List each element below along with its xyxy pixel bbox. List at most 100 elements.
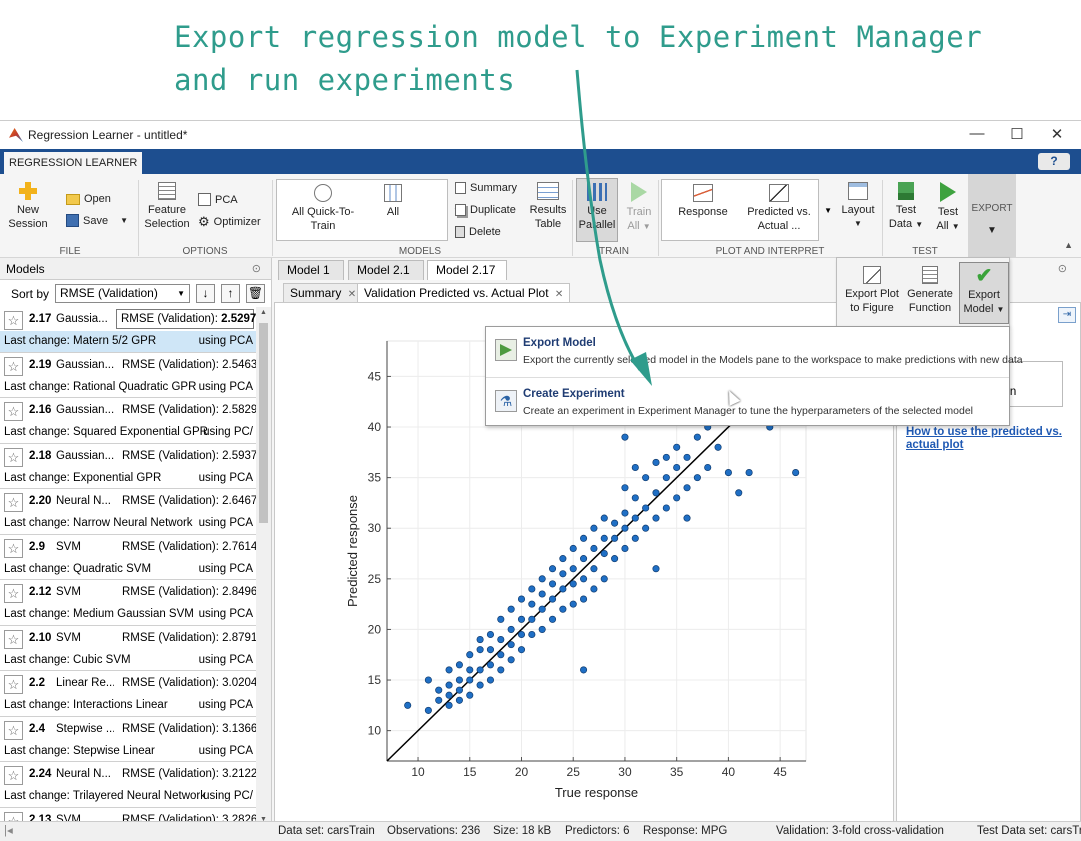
chevron-down-icon[interactable]: ▼ [120,216,128,225]
favorite-star-icon[interactable]: ☆ [4,402,23,421]
all-quick-to-train-button[interactable]: All Quick-To- Train [283,184,363,233]
sort-descending-button[interactable]: ↓ [196,284,216,303]
train-all-button[interactable]: Train All ▼ [622,182,656,234]
folder-icon [66,193,80,205]
model-metric: RMSE (Validation): 2.8496 [122,586,256,598]
open-button[interactable]: Open [66,193,111,205]
favorite-star-icon[interactable]: ☆ [4,675,23,694]
group-options: OPTIONS [182,246,228,257]
export-plot-button[interactable]: Export Plot to Figure [843,266,901,315]
summary-button[interactable]: Summary [455,182,517,194]
favorite-star-icon[interactable]: ☆ [4,356,23,376]
close-icon[interactable]: ✕ [1050,126,1064,143]
download-icon [898,182,914,200]
metric-label: RMSE (Validation): [122,631,219,644]
favorite-star-icon[interactable]: ☆ [4,584,23,603]
test-data-button[interactable]: Test Data ▼ [886,182,926,232]
pca-button[interactable]: PCA [198,193,238,206]
menu-item-create-experiment[interactable]: ⚗ Create Experiment Create an experiment… [486,377,1009,425]
tab-model-2-17[interactable]: Model 2.17 [427,260,507,280]
help-link[interactable]: How to use the predicted vs. actual plot [906,426,1062,451]
scrollbar-thumb[interactable] [259,323,268,523]
y-tick-label: 20 [368,622,382,636]
test-all-button[interactable]: Test All ▼ [928,182,968,234]
pane-options-icon[interactable]: ⊙ [1057,263,1067,275]
gallery-expand-icon[interactable]: ▼ [824,206,832,215]
tab-validation-plot[interactable]: Validation Predicted vs. Actual Plot ✕ [357,283,571,302]
favorite-star-icon[interactable]: ☆ [4,538,23,558]
results-table-button[interactable]: Results Table [528,182,568,231]
model-list-item[interactable]: ☆ 2.20 Neural N... RMSE (Validation): 2.… [0,489,256,535]
plot-gallery: Response Predicted vs. Actual ... ▼ [661,179,832,241]
favorite-star-icon[interactable]: ☆ [4,720,23,740]
export-model-label-2: Model [963,303,994,315]
export-model-button[interactable]: ✔ Export Model ▼ [959,262,1009,324]
metric-label: RMSE (Validation): [122,586,219,598]
delete-model-button[interactable]: 🗑 [246,284,266,303]
favorite-star-icon[interactable]: ☆ [4,766,23,785]
export-plot-label-2: to Figure [850,302,894,314]
data-point [486,630,495,639]
tab-summary[interactable]: Summary ✕ [283,283,364,302]
model-list-item[interactable]: ☆ 2.17 Gaussia... RMSE (Validation): 2.5… [0,307,256,353]
favorite-star-icon[interactable]: ☆ [4,311,23,330]
export-section[interactable]: EXPORT ▼ [968,174,1016,258]
favorite-star-icon[interactable]: ☆ [4,629,23,649]
model-last-change: Last change: Stepwise Linear using PCA [0,741,256,762]
close-tab-icon[interactable]: ✕ [554,289,564,300]
model-number: 2.10 [29,631,52,644]
response-plot-button[interactable]: Response [666,184,740,219]
delete-button[interactable]: Delete [455,226,501,238]
sort-ascending-button[interactable]: ↑ [221,284,241,303]
separator [658,180,659,256]
tab-model-2-1[interactable]: Model 2.1 [348,260,424,280]
tab-regression-learner[interactable]: REGRESSION LEARNER [4,152,143,174]
minimize-icon[interactable]: — [969,125,985,142]
x-tick-label: 40 [722,765,736,779]
model-list-item[interactable]: ☆ 2.18 Gaussian... RMSE (Validation): 2.… [0,444,256,489]
model-list-item[interactable]: ☆ 2.12 SVM RMSE (Validation): 2.8496 Las… [0,580,256,626]
model-list-item[interactable]: ☆ 2.24 Neural N... RMSE (Validation): 3.… [0,762,256,808]
data-point [455,676,463,684]
menu-item-export-model[interactable]: Export Model Export the currently select… [486,327,1023,375]
new-session-button[interactable]: New Session [8,182,48,231]
collapse-toolstrip-icon[interactable]: ▲ [1064,240,1073,250]
arrow-up-icon: ↑ [227,286,234,300]
predicted-vs-actual-button[interactable]: Predicted vs. Actual ... [742,184,816,233]
scroll-up-icon[interactable]: ▲ [260,309,267,316]
data-point [693,474,701,482]
maximize-icon[interactable]: ☐ [1010,126,1024,143]
favorite-star-icon[interactable]: ☆ [4,493,23,512]
help-button[interactable]: ? [1038,153,1070,170]
model-list-item[interactable]: ☆ 2.2 Linear Re... RMSE (Validation): 3.… [0,671,256,717]
all-models-button[interactable]: All [373,184,413,219]
optimizer-button[interactable]: ⚙ Optimizer [198,214,261,230]
model-list-item[interactable]: ☆ 2.16 Gaussian... RMSE (Validation): 2.… [0,398,256,444]
data-point [486,676,495,684]
scroll-down-icon[interactable]: ▼ [260,816,267,823]
data-point [580,534,588,542]
model-list-item[interactable]: ☆ 2.10 SVM RMSE (Validation): 2.8791 Las… [0,626,256,671]
close-tab-icon[interactable]: ✕ [347,289,357,300]
tab-model-1[interactable]: Model 1 [278,260,344,280]
model-list-item[interactable]: ☆ 2.19 Gaussian... RMSE (Validation): 2.… [0,353,256,398]
network-icon [314,184,332,202]
duplicate-button[interactable]: Duplicate [455,204,516,216]
model-list-item[interactable]: ☆ 2.9 SVM RMSE (Validation): 2.7614 Last… [0,535,256,580]
layout-button[interactable]: Layout ▼ [838,182,878,231]
collapse-panel-button[interactable]: ⇥ [1058,307,1076,323]
favorite-star-icon[interactable]: ☆ [4,447,23,467]
data-point [631,514,639,522]
model-last-change: Last change: Quadratic SVM using PCA [0,559,256,580]
use-parallel-button[interactable]: Use Parallel [576,178,618,242]
sort-dropdown[interactable]: RMSE (Validation) ▼ [55,284,191,303]
generate-function-button[interactable]: Generate Function [903,266,957,315]
create-experiment-desc: Create an experiment in Experiment Manag… [523,405,973,417]
pane-options-icon[interactable]: ⊙ [251,263,261,275]
feature-selection-button[interactable]: Feature Selection [144,182,190,231]
status-observations: Observations: 236 [387,825,481,837]
data-point [559,605,567,613]
models-scrollbar[interactable]: ▲ ▼ [256,307,271,825]
save-button[interactable]: Save ▼ [66,214,128,227]
model-list-item[interactable]: ☆ 2.4 Stepwise ... RMSE (Validation): 3.… [0,717,256,762]
